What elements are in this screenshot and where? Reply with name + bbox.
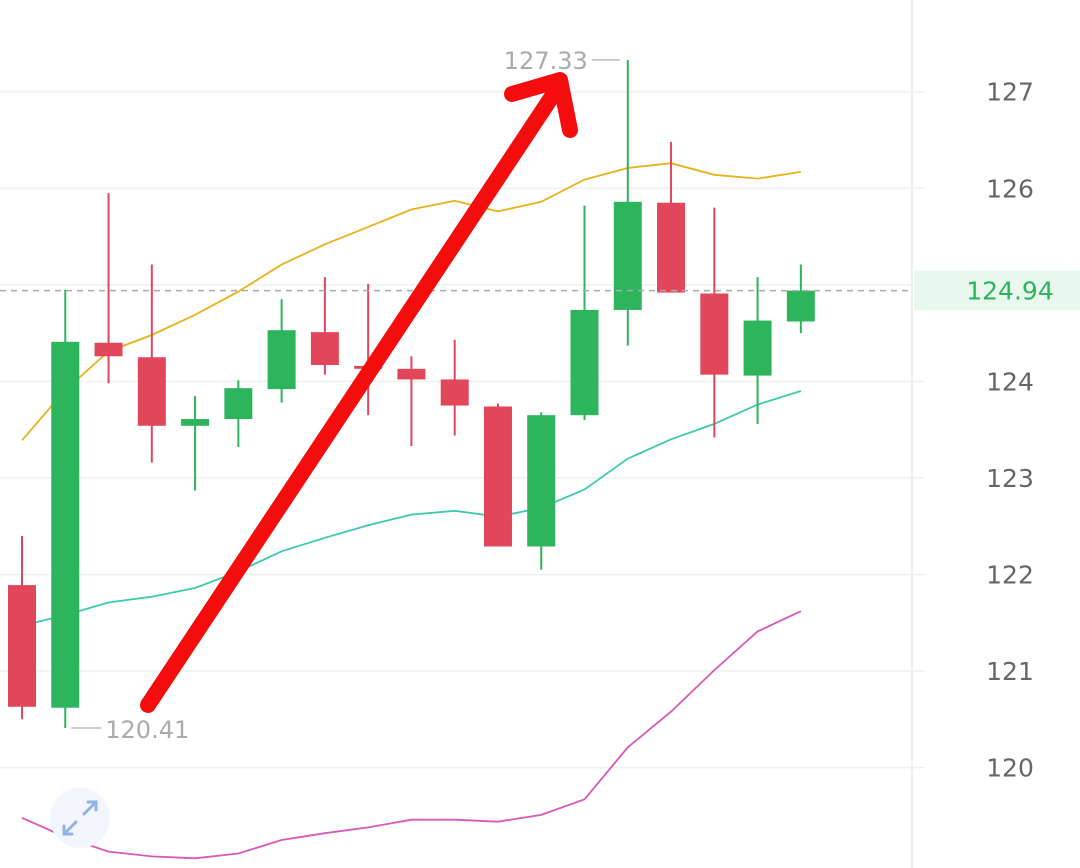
grid: 120121122123124125126127 (0, 78, 1034, 783)
candle-body (181, 419, 210, 426)
candle-body (657, 202, 686, 293)
candle-body (700, 293, 729, 375)
candle-body (440, 379, 469, 406)
candle-body (570, 309, 599, 416)
expand-icon[interactable] (62, 800, 98, 836)
low-label: 120.41 (105, 716, 189, 744)
y-tick-label: 127 (986, 78, 1034, 107)
y-tick-label: 124 (986, 367, 1034, 396)
expand-button-bg[interactable] (50, 788, 110, 848)
arrow-shaft (140, 84, 563, 713)
indicator-line (21, 610, 802, 860)
candle-body (94, 342, 123, 357)
candles (8, 59, 815, 728)
annotations: 127.33 120.41 124.94 (0, 47, 1080, 744)
candle-body (137, 357, 166, 426)
candle-body (613, 201, 642, 310)
arrow-head (504, 72, 578, 138)
candle-body (786, 290, 815, 322)
indicator-line (21, 390, 802, 627)
y-tick-label: 123 (986, 464, 1034, 493)
last-price-box (914, 270, 1080, 311)
candle-body (51, 341, 80, 708)
candle-body (224, 388, 253, 420)
high-label: 127.33 (504, 47, 588, 75)
last-price-label: 124.94 (966, 277, 1053, 306)
trend-arrow (140, 72, 578, 713)
expand-button[interactable] (50, 788, 110, 848)
candle-body (8, 585, 36, 707)
candle-body (527, 415, 556, 547)
candle-body (267, 330, 296, 390)
y-tick-label: 120 (986, 754, 1034, 783)
candle-body (743, 320, 772, 376)
y-tick-label: 121 (986, 657, 1034, 686)
candle-body (310, 332, 339, 365)
y-tick-label: 126 (986, 174, 1034, 203)
y-tick-label: 122 (986, 560, 1034, 589)
candle-body (397, 368, 426, 380)
candle-body (483, 406, 512, 547)
